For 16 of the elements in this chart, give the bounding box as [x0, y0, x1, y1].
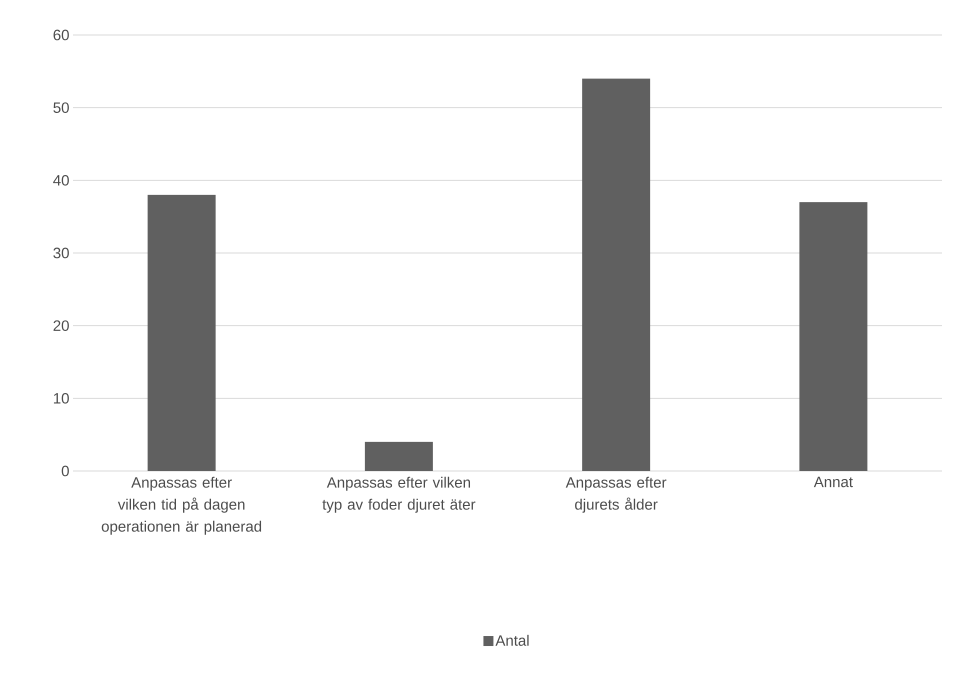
x-tick-label: Annat	[814, 476, 853, 488]
bar	[582, 78, 650, 471]
legend-label: Antal	[495, 634, 529, 646]
y-tick-label: 0	[62, 466, 69, 476]
bar	[148, 194, 216, 471]
y-tick-label: 40	[53, 175, 69, 186]
y-tick-label: 30	[53, 248, 69, 258]
x-tick-label: Anpassas efter vilken typ av foder djuret äter	[322, 476, 476, 513]
x-tick-label: Anpassas efter vilken tid på dagen operationen är planerad	[102, 476, 262, 535]
bar	[799, 202, 868, 471]
x-tick-label: Anpassas efter djurets ålder	[566, 476, 666, 513]
y-tick-label: 20	[54, 320, 69, 331]
y-tick-label: 50	[53, 102, 69, 113]
bar	[364, 442, 433, 471]
y-tick-label: 60	[54, 30, 69, 40]
y-tick-label: 10	[54, 393, 69, 404]
